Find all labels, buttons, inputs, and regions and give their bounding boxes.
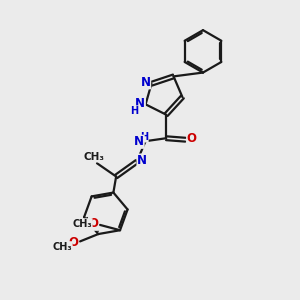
Text: H: H bbox=[130, 106, 139, 116]
Text: CH₃: CH₃ bbox=[84, 152, 105, 162]
Text: O: O bbox=[88, 217, 98, 230]
Text: O: O bbox=[187, 132, 197, 145]
Text: N: N bbox=[134, 135, 144, 148]
Text: N: N bbox=[141, 76, 151, 89]
Text: N: N bbox=[137, 154, 147, 167]
Text: O: O bbox=[68, 236, 79, 249]
Text: CH₃: CH₃ bbox=[73, 219, 92, 229]
Text: N: N bbox=[135, 97, 145, 110]
Text: CH₃: CH₃ bbox=[52, 242, 72, 252]
Text: H: H bbox=[140, 132, 148, 142]
